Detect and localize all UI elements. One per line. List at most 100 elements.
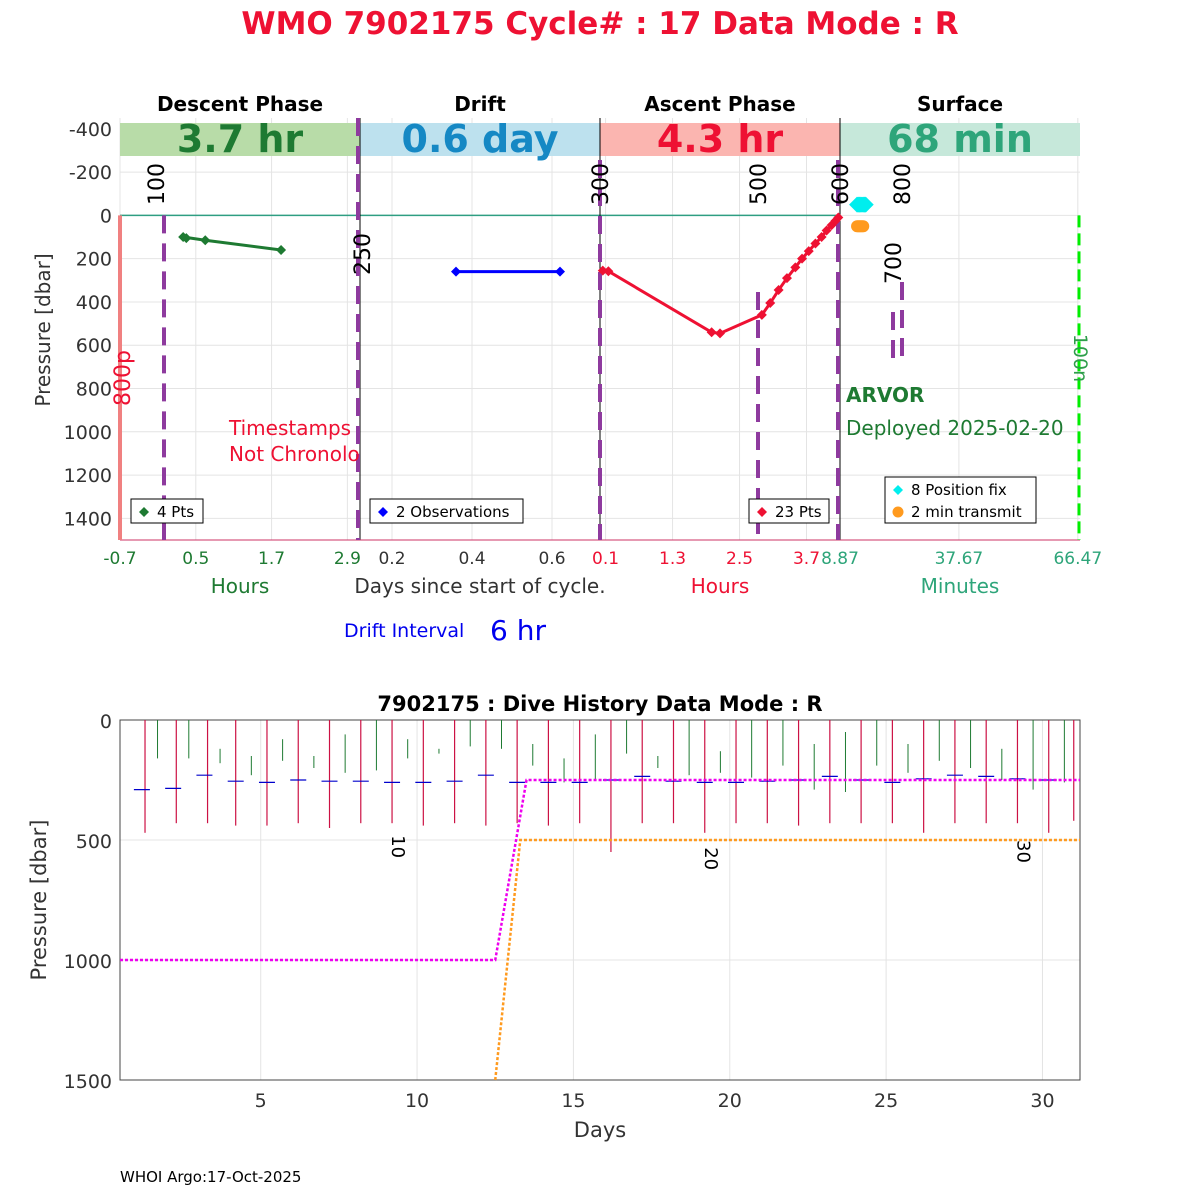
park-depth-series — [494, 838, 1080, 1081]
ascent-data-point — [833, 212, 844, 223]
y-tick-label: 500 — [76, 831, 112, 853]
legend-marker — [892, 506, 904, 518]
park-depth-series — [120, 778, 1080, 962]
y-tick-label: 1400 — [64, 508, 112, 530]
x-tick-label: 0.6 — [538, 549, 565, 569]
legend-box — [369, 498, 524, 524]
y-tick-label: 0 — [100, 205, 112, 227]
chronology-annotation: Timestamps — [228, 416, 351, 440]
page-title: WMO 7902175 Cycle# : 17 Data Mode : R — [241, 6, 958, 42]
ascent-data-point — [790, 262, 801, 273]
x-tick-label: 8.87 — [821, 549, 859, 569]
chronology-annotation: Not Chronological — [229, 442, 407, 466]
y-tick-label: 0 — [100, 711, 112, 733]
y-tick-label: 400 — [76, 292, 112, 314]
legend-marker — [893, 485, 903, 495]
phase-duration-value: 0.6 day — [402, 117, 559, 161]
phase-duration-value: 3.7 hr — [177, 117, 304, 161]
deployment-date: Deployed 2025-02-20 — [846, 416, 1064, 440]
descent-data-point — [181, 233, 192, 244]
x-tick-label: 1.3 — [659, 549, 686, 569]
descent-data-point — [200, 235, 211, 246]
ascent-data-point — [773, 285, 784, 296]
y-tick-label: 800 — [76, 379, 112, 401]
y-tick-label: -400 — [69, 119, 112, 141]
x-tick-label: 15 — [561, 1090, 585, 1112]
x-tick-label: 20 — [718, 1090, 742, 1112]
legend-marker — [757, 507, 767, 517]
ascent-data-point — [765, 298, 776, 309]
legend-entry: 8 Position fix — [911, 481, 1007, 499]
y-tick-label: -200 — [69, 162, 112, 184]
legend-box — [748, 498, 830, 524]
x-tick-label: 0.5 — [182, 549, 209, 569]
timing-marker-label: 700 — [882, 242, 907, 284]
timing-marker-label: 500 — [747, 163, 772, 205]
x-axis-label: Days — [574, 1118, 626, 1142]
cycle-number-label: 30 — [1012, 840, 1033, 863]
timing-marker-label: 600 — [829, 163, 854, 205]
right-side-label: 100n — [1069, 334, 1091, 382]
x-tick-label: 30 — [1030, 1090, 1054, 1112]
transmit-point — [857, 220, 870, 233]
timing-marker-label: 300 — [589, 163, 614, 205]
drift-data-point — [451, 266, 461, 277]
x-tick-label: 2.5 — [726, 549, 753, 569]
phase-title: Descent Phase — [157, 92, 323, 116]
phase-title: Ascent Phase — [644, 92, 795, 116]
dive-history-chart: 5 10 15 20 25 30 0 500 1000 1500 7902175 : Dive Hi… — [27, 692, 1081, 1142]
timing-marker-label: 250 — [351, 233, 376, 275]
legend-entry: 2 Observations — [396, 503, 510, 521]
y-axis-label: Pressure [dbar] — [27, 820, 51, 981]
legend-entry: 2 min transmit — [911, 503, 1022, 521]
ascent-data-point — [810, 238, 821, 249]
float-type: ARVOR — [846, 383, 924, 407]
x-tick-label: 2.9 — [334, 549, 361, 569]
x-tick-label: -0.7 — [103, 549, 136, 569]
x-tick-label: 37.67 — [935, 549, 984, 569]
phase-duration-value: 4.3 hr — [657, 117, 784, 161]
legend-entry: 23 Pts — [775, 503, 822, 521]
cycle-number-label: 20 — [700, 847, 721, 870]
footer-credit: WHOI Argo:17-Oct-2025 — [120, 1168, 301, 1186]
y-axis-label: Pressure [dbar] — [31, 253, 55, 406]
ascent-data-point — [803, 246, 814, 257]
ascent-data-point — [603, 266, 614, 277]
ascent-data-point — [756, 309, 767, 320]
x-tick-label: 66.47 — [1053, 549, 1102, 569]
plot-frame — [119, 719, 1081, 1081]
phase-duration-value: 68 min — [887, 117, 1033, 161]
ascent-data-point — [816, 232, 827, 243]
y-tick-label: 1000 — [64, 422, 112, 444]
x-tick-label: 0.4 — [458, 549, 485, 569]
left-side-label: 800p — [111, 350, 136, 406]
x-tick-label: 10 — [405, 1090, 429, 1112]
cycle-number-label: 10 — [387, 835, 408, 858]
x-axis-label: Days since start of cycle. — [354, 574, 605, 598]
legend-marker — [139, 507, 149, 517]
descent-series-line — [182, 235, 282, 252]
position-fix-point — [857, 196, 874, 213]
legend-entry: 4 Pts — [157, 503, 194, 521]
y-tick-label: 200 — [76, 249, 112, 271]
y-tick-label: 1500 — [64, 1071, 112, 1093]
ascent-data-point — [797, 253, 808, 264]
y-tick-label: 600 — [76, 335, 112, 357]
phase-duration-band — [360, 123, 600, 156]
x-tick-label: 3.7 — [793, 549, 820, 569]
timing-marker-label: 100 — [145, 163, 170, 205]
ascent-data-point — [781, 273, 792, 284]
x-tick-label: 5 — [255, 1090, 267, 1112]
phase-duration-band — [600, 123, 840, 156]
x-tick-label: 1.7 — [258, 549, 285, 569]
x-unit-label: Minutes — [921, 574, 1000, 598]
y-tick-label: 1000 — [64, 951, 112, 973]
x-tick-label: 0.1 — [592, 549, 619, 569]
x-unit-label: Hours — [211, 574, 270, 598]
y-tick-label: 1200 — [64, 465, 112, 487]
drift-interval-value: 6 hr — [490, 614, 546, 647]
drift-data-point — [555, 266, 565, 277]
